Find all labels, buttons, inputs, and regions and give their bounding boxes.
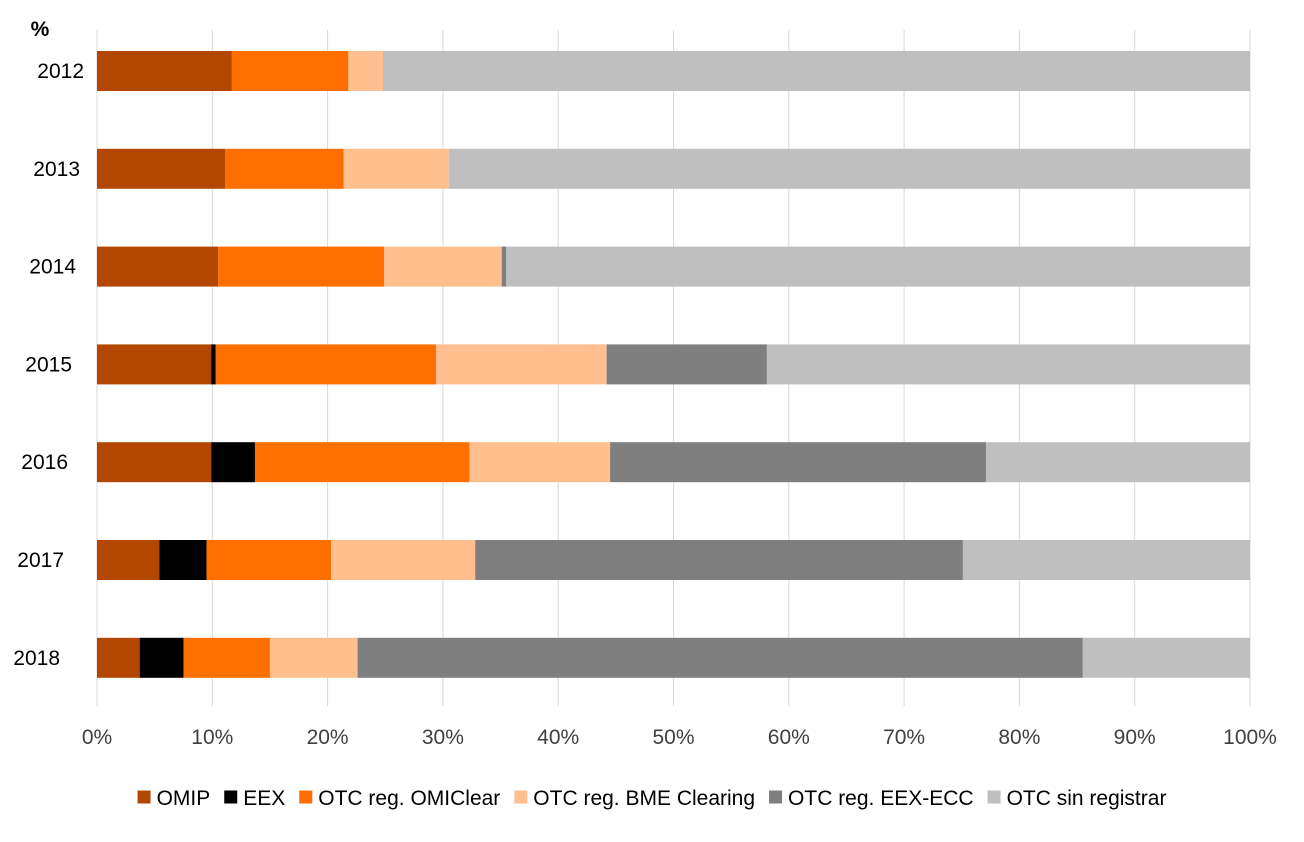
bar-segment bbox=[211, 442, 255, 483]
legend-swatch bbox=[514, 790, 528, 804]
category-label: 2015 bbox=[25, 353, 72, 376]
x-tick-label: 90% bbox=[1114, 726, 1156, 749]
bar-segment bbox=[215, 344, 436, 385]
bar-segment bbox=[97, 637, 140, 678]
x-tick-label: 10% bbox=[191, 726, 233, 749]
bar-segment bbox=[159, 540, 207, 580]
x-tick-labels: 0% 10% 20% 30% 40% 50% 60% 70% 80% 90% 100% bbox=[82, 726, 1277, 749]
bar-segment bbox=[269, 637, 358, 678]
legend-swatch bbox=[299, 790, 313, 804]
category-labels: 2012 2013 2014 2015 2016 2017 2018 bbox=[13, 60, 84, 670]
category-label: 2016 bbox=[21, 451, 68, 474]
category-label: 2017 bbox=[17, 549, 64, 572]
bar-segment bbox=[224, 148, 344, 189]
x-tick-label: 30% bbox=[422, 726, 464, 749]
bar-segment bbox=[97, 540, 160, 580]
bar-segment bbox=[506, 246, 1250, 287]
bar-segment bbox=[206, 540, 332, 580]
bar-segment bbox=[183, 637, 270, 678]
bar-segment bbox=[475, 540, 963, 580]
legend-swatch bbox=[987, 790, 1001, 804]
legend-label: OTC reg. BME Clearing bbox=[533, 787, 755, 810]
x-tick-label: 20% bbox=[307, 726, 349, 749]
legend-swatch bbox=[769, 790, 783, 804]
x-tick-label: 40% bbox=[537, 726, 579, 749]
bar-segment bbox=[357, 637, 1083, 678]
bar-segment bbox=[218, 246, 385, 287]
category-label: 2012 bbox=[37, 60, 84, 83]
bar-segment bbox=[231, 51, 349, 91]
bar-segment bbox=[501, 246, 507, 287]
bar-segment bbox=[766, 344, 1250, 385]
bar-segment bbox=[382, 51, 1251, 91]
bar-segment bbox=[97, 442, 212, 483]
bar-segment bbox=[384, 246, 502, 287]
category-label: 2013 bbox=[33, 158, 80, 181]
x-tick-label: 80% bbox=[998, 726, 1040, 749]
bar-segment bbox=[985, 442, 1250, 483]
bar-segment bbox=[331, 540, 476, 580]
bar-segment bbox=[139, 637, 184, 678]
bar-segment bbox=[962, 540, 1250, 580]
bar-segment bbox=[435, 344, 607, 385]
bar-segment bbox=[97, 51, 232, 91]
x-tick-label: 100% bbox=[1223, 726, 1277, 749]
bar-segment bbox=[348, 51, 383, 91]
bar-segment bbox=[254, 442, 470, 483]
bar-segment bbox=[469, 442, 611, 483]
bar-segment bbox=[97, 148, 225, 189]
category-label: 2014 bbox=[29, 256, 76, 279]
bar-segment bbox=[610, 442, 986, 483]
x-tick-label: 60% bbox=[768, 726, 810, 749]
category-label: 2018 bbox=[13, 647, 60, 670]
legend-label: EEX bbox=[243, 787, 285, 810]
bar-segment bbox=[211, 344, 216, 385]
legend-label: OTC reg. OMIClear bbox=[318, 787, 500, 810]
legend-swatch bbox=[224, 790, 238, 804]
bar-segment bbox=[448, 148, 1250, 189]
x-tick-label: 50% bbox=[652, 726, 694, 749]
x-tick-label: 0% bbox=[82, 726, 112, 749]
legend-label: OTC reg. EEX-ECC bbox=[788, 787, 974, 810]
bar-segment bbox=[97, 246, 219, 287]
unit-label: % bbox=[31, 18, 50, 41]
legend: OMIP EEX OTC reg. OMIClear OTC reg. BME Cle… bbox=[137, 787, 1167, 810]
legend-label: OTC sin registrar bbox=[1007, 787, 1167, 810]
legend-swatch bbox=[137, 790, 151, 804]
bars bbox=[97, 51, 1251, 678]
bar-segment bbox=[606, 344, 767, 385]
bar-segment bbox=[343, 148, 449, 189]
bar-segment bbox=[97, 344, 212, 385]
bar-segment bbox=[1082, 637, 1250, 678]
legend-label: OMIP bbox=[157, 787, 211, 810]
x-tick-label: 70% bbox=[883, 726, 925, 749]
